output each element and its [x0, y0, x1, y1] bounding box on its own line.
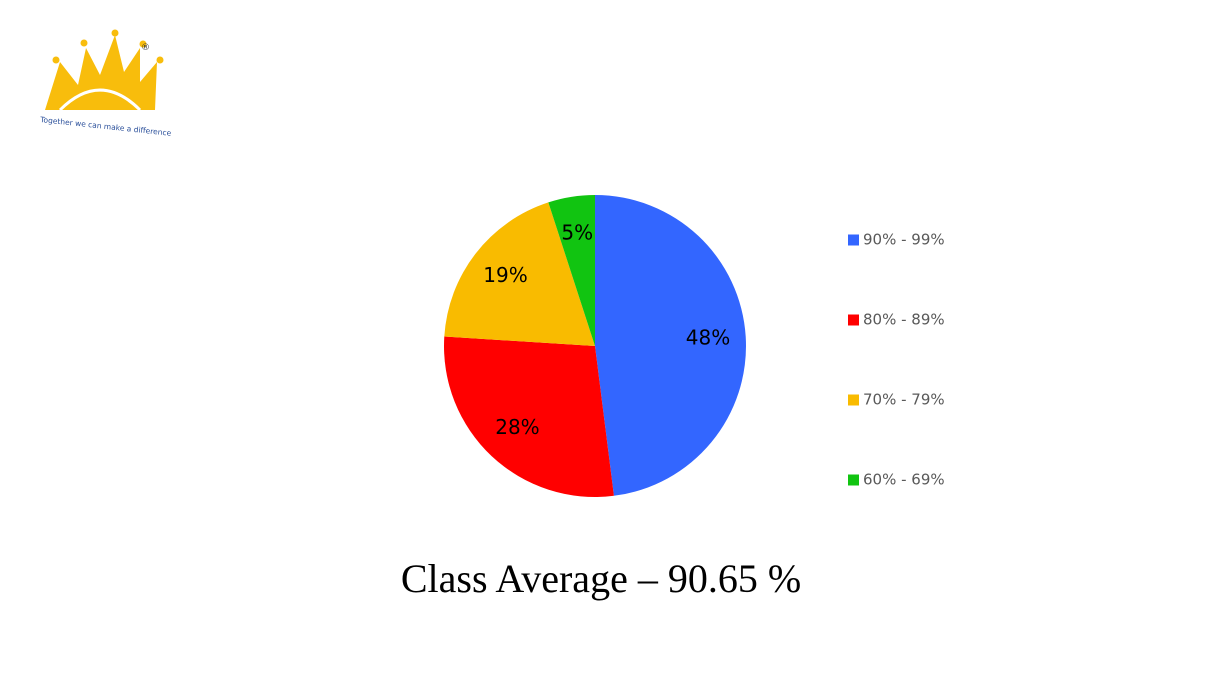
logo-arc [58, 88, 142, 112]
logo-registered: ® [141, 43, 150, 53]
legend-label: 70% - 79% [863, 391, 945, 409]
legend-label: 90% - 99% [863, 231, 945, 249]
logo-dot [156, 56, 164, 64]
legend-swatch [848, 474, 859, 486]
data-label: 19% [483, 263, 527, 287]
pie [444, 195, 747, 497]
logo-dot [80, 39, 88, 47]
pie-slice [444, 202, 595, 346]
legend-swatch [848, 314, 859, 326]
data-labels: 48% 28% 19% 5% [483, 221, 730, 439]
data-label: 28% [495, 415, 539, 439]
legend-label: 80% - 89% [863, 311, 945, 329]
logo-fan [45, 35, 157, 110]
pie-slice [444, 336, 614, 497]
chart-title: Class Average – 90.65 % [401, 556, 801, 601]
legend-swatch [848, 394, 859, 406]
logo-dot [111, 29, 119, 37]
pie-slice [595, 195, 747, 496]
legend-label: 60% - 69% [863, 471, 945, 489]
data-label: 5% [561, 221, 593, 245]
legend-swatch [848, 234, 859, 246]
logo-dot [139, 40, 147, 48]
logo-dot [52, 56, 60, 64]
legend: 90% - 99% 80% - 89% 70% - 79% 60% - 69% [848, 231, 945, 489]
pie-slice [548, 195, 595, 346]
data-label: 48% [686, 325, 730, 349]
